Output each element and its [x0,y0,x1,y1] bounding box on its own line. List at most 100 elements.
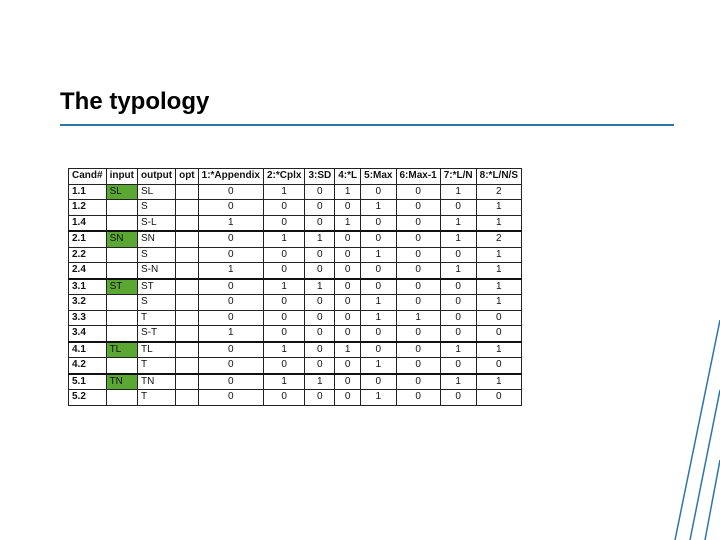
cell-violation: 1 [360,389,397,406]
cell-opt [175,199,199,216]
cell-violation: 0 [475,357,523,374]
cell-opt [175,246,199,263]
cell-output: T [136,357,177,374]
cell-opt [175,230,199,248]
cell-violation: 0 [439,277,477,295]
column-header: opt [175,168,199,185]
cell-input [105,214,139,232]
cell-violation: 0 [439,199,477,216]
cell-opt [175,277,199,295]
cell-violation: 0 [197,340,264,358]
cell-violation: 1 [262,372,306,390]
cell-violation: 0 [197,230,264,248]
cell-violation: 0 [360,372,397,390]
cell-violation: 0 [475,389,523,406]
cell-violation: 0 [360,277,397,295]
column-header: Cand# [68,168,107,185]
cell-opt [175,325,199,342]
cell-output: TL [136,340,177,358]
cell-violation: 1 [334,183,362,200]
cell-violation: 0 [360,340,397,358]
cell-violation: 0 [197,372,264,390]
table-row: 5.1 TN TN 0 1 1 0 0 0 1 1 [68,372,523,390]
column-header: 2:*Cplx [262,168,306,185]
cell-output: SL [136,183,177,200]
cell-cand: 5.2 [68,389,107,406]
cell-cand: 3.2 [68,294,107,311]
cell-violation: 0 [395,325,441,342]
cell-violation: 0 [475,309,523,326]
cell-violation: 1 [197,325,264,342]
cell-violation: 1 [475,262,523,279]
cell-violation: 0 [334,294,362,311]
cell-cand: 2.2 [68,246,107,263]
typology-table: Cand# input output opt 1:*Appendix 2:*Cplx 3:S… [68,168,523,406]
cell-violation: 0 [360,262,397,279]
cell-violation: 0 [304,294,336,311]
cell-violation: 0 [304,389,336,406]
cell-violation: 1 [439,262,477,279]
cell-violation: 0 [395,277,441,295]
cell-violation: 0 [304,357,336,374]
cell-violation: 0 [334,325,362,342]
cell-violation: 0 [334,372,362,390]
table-row: 2.2 S 0 0 0 0 1 0 0 1 [68,246,523,263]
cell-violation: 0 [304,199,336,216]
cell-cand: 3.3 [68,309,107,326]
cell-violation: 0 [395,389,441,406]
cell-violation: 0 [395,246,441,263]
cell-output: ST [136,277,177,295]
cell-violation: 0 [304,246,336,263]
column-header: 4:*L [334,168,362,185]
cell-opt [175,389,199,406]
cell-cand: 1.1 [68,183,107,200]
title-underline [60,124,674,126]
cell-output: TN [136,372,177,390]
table-row: 2.4 S-N 1 0 0 0 0 0 1 1 [68,262,523,279]
cell-violation: 0 [334,357,362,374]
cell-cand: 5.1 [68,372,107,390]
cell-input: SN [105,230,139,248]
decor-line-1 [674,320,720,540]
cell-opt [175,309,199,326]
cell-cand: 4.1 [68,340,107,358]
cell-input: TN [105,372,139,390]
cell-violation: 0 [262,294,306,311]
cell-violation: 1 [262,183,306,200]
cell-violation: 0 [262,199,306,216]
cell-violation: 0 [197,199,264,216]
cell-violation: 0 [360,325,397,342]
cell-opt [175,340,199,358]
cell-violation: 0 [334,389,362,406]
cell-violation: 0 [334,309,362,326]
cell-violation: 0 [439,357,477,374]
cell-violation: 1 [262,340,306,358]
table-row: 1.2 S 0 0 0 0 1 0 0 1 [68,199,523,216]
cell-violation: 1 [475,340,523,358]
cell-violation: 0 [439,309,477,326]
table-row: 1.4 S-L 1 0 0 1 0 0 1 1 [68,214,523,232]
cell-violation: 0 [304,262,336,279]
cell-violation: 1 [262,277,306,295]
column-header: 3:SD [304,168,336,185]
cell-violation: 0 [334,199,362,216]
cell-violation: 1 [360,357,397,374]
cell-violation: 2 [475,230,523,248]
cell-violation: 0 [334,262,362,279]
cell-cand: 3.4 [68,325,107,342]
column-header: 8:*L/N/S [475,168,523,185]
cell-cand: 1.2 [68,199,107,216]
table-row: 3.4 S-T 1 0 0 0 0 0 0 0 [68,325,523,342]
cell-cand: 4.2 [68,357,107,374]
cell-output: S-N [136,262,177,279]
corner-decoration [674,320,720,540]
cell-violation: 1 [262,230,306,248]
header-row: Cand# input output opt 1:*Appendix 2:*Cplx 3:S… [68,168,523,185]
cell-output: S [136,199,177,216]
cell-violation: 0 [304,309,336,326]
cell-output: S [136,294,177,311]
column-header: 6:Max-1 [395,168,441,185]
cell-violation: 0 [262,246,306,263]
cell-output: S [136,246,177,263]
cell-violation: 1 [475,199,523,216]
